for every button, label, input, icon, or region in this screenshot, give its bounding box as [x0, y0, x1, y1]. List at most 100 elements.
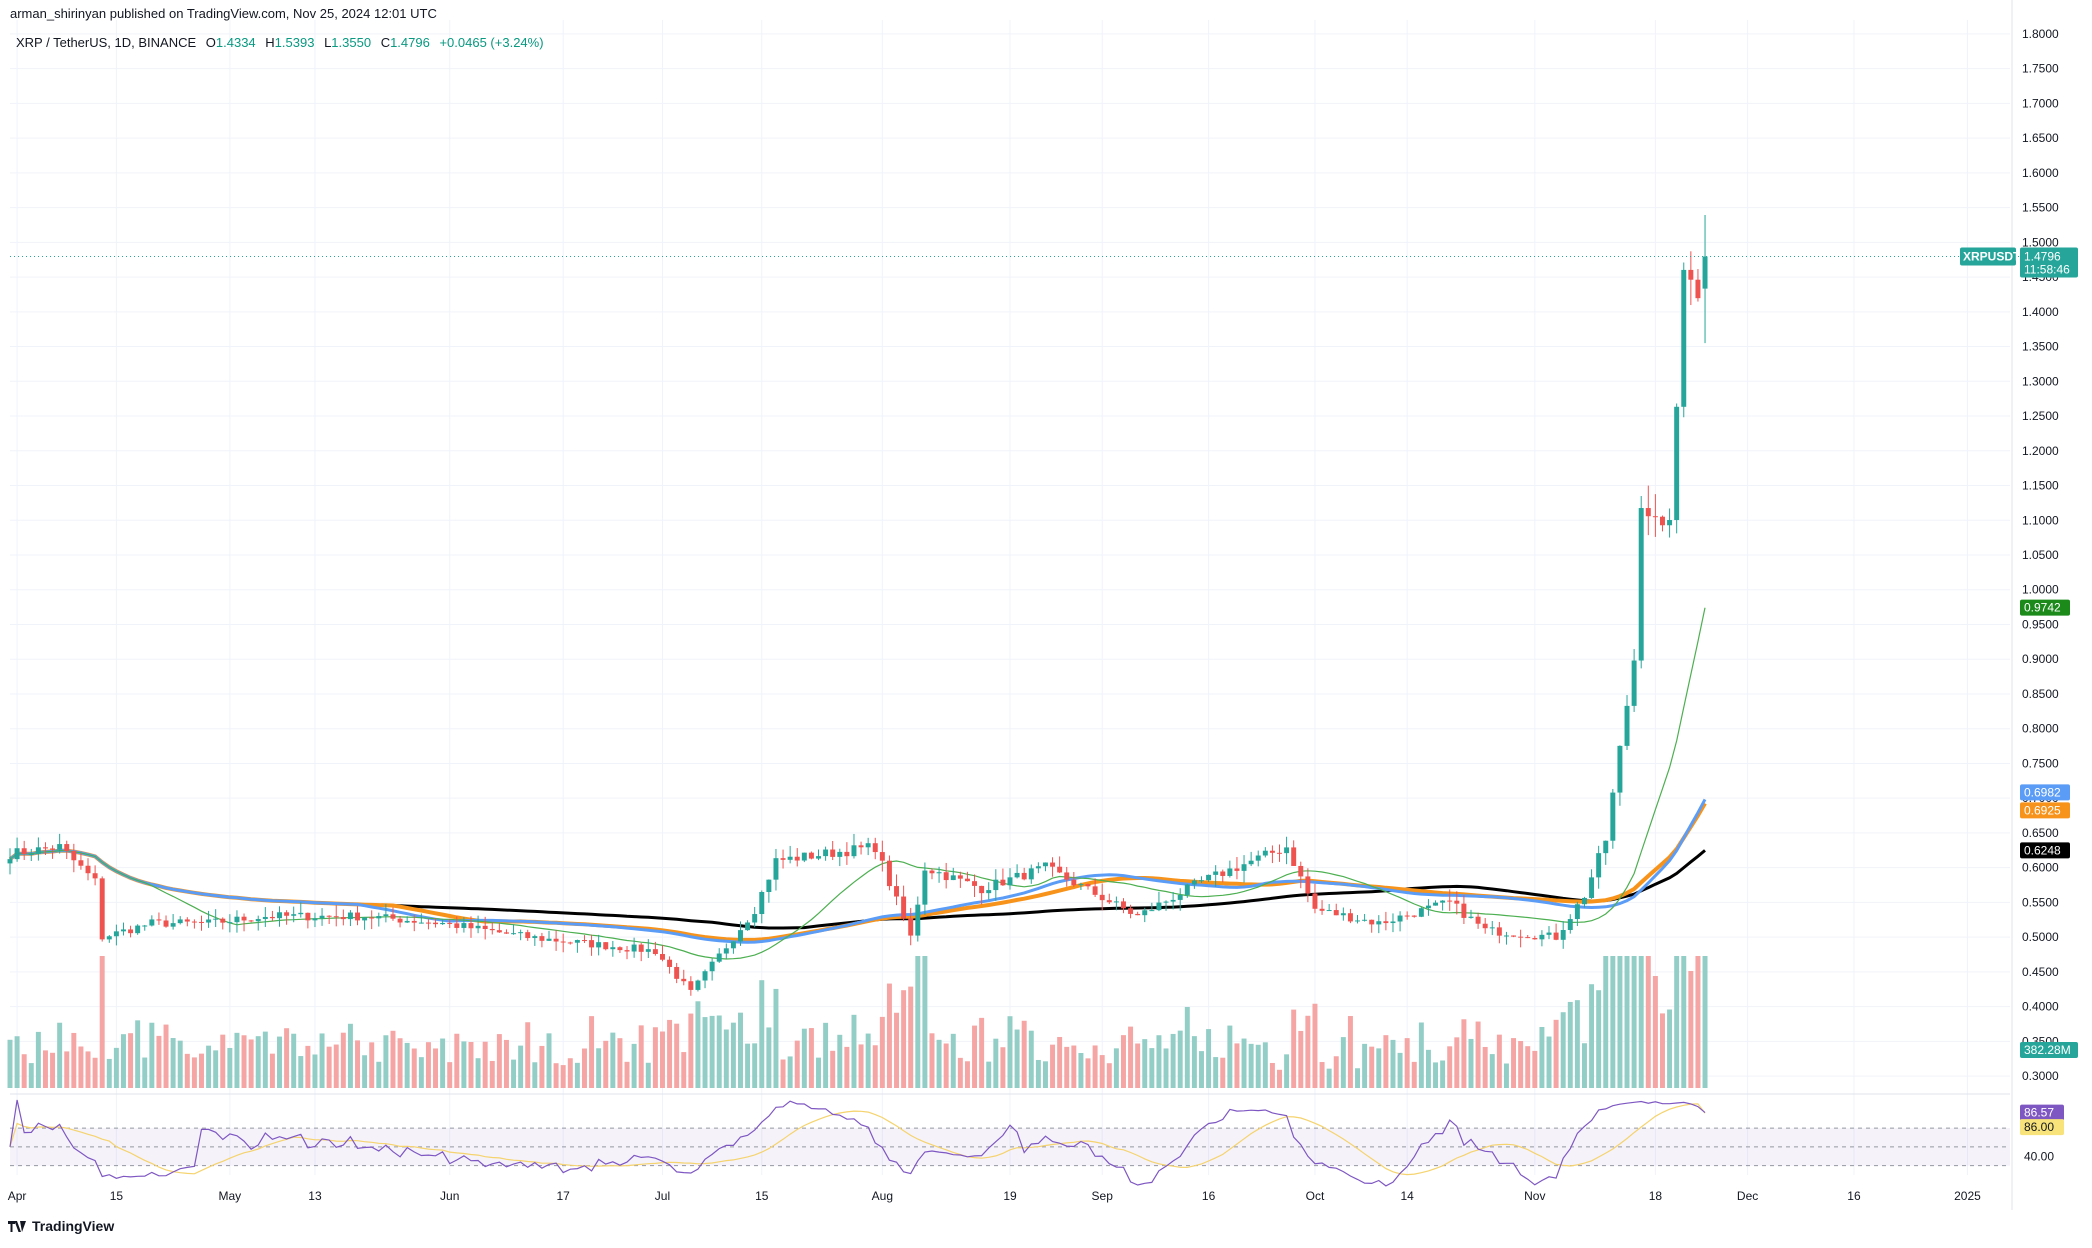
volume-bar [404, 1042, 410, 1088]
candle-body [1177, 894, 1183, 900]
candle-body [681, 978, 687, 982]
candle-body [1596, 853, 1602, 878]
candle-body [794, 856, 800, 861]
candle-body [567, 942, 573, 944]
candle-body [1035, 866, 1041, 869]
volume-bar [1638, 956, 1644, 1088]
candle-body [284, 912, 290, 916]
candle-body [1050, 862, 1056, 867]
candle-body [1234, 868, 1240, 871]
candle-body [844, 851, 850, 857]
tradingview-logo-icon [8, 1220, 26, 1232]
candle-body [1511, 935, 1517, 937]
candle-body [1333, 910, 1339, 916]
price-tag-text: 1.4796 [2024, 250, 2061, 264]
low-key: L [324, 35, 332, 50]
candle-body [191, 921, 197, 923]
volume-bar [702, 1017, 708, 1088]
candle-body [21, 848, 27, 855]
volume-bar [823, 1022, 829, 1088]
price-tick-label: 0.5000 [2022, 930, 2059, 944]
volume-bar [1418, 1022, 1424, 1088]
open-value: 1.4334 [215, 35, 256, 50]
candle-body [1418, 908, 1424, 917]
candle-body [709, 961, 715, 972]
candle-body [1546, 932, 1552, 935]
volume-bar [1149, 1048, 1155, 1088]
candle-body [1581, 897, 1587, 905]
volume-bar [908, 986, 914, 1088]
volume-bar [1305, 1015, 1311, 1088]
candle-body [1255, 855, 1261, 861]
grid [10, 20, 2010, 1175]
price-tick-label: 1.2500 [2022, 409, 2059, 423]
candle-body [227, 922, 233, 924]
candle-body [1631, 660, 1637, 706]
candle-body [362, 917, 368, 921]
candle-body [1390, 921, 1396, 924]
ma-orange-line [8, 802, 1707, 942]
symbol-title: XRP / TetherUS, 1D, BINANCE [16, 35, 197, 50]
symbol-legend: XRP / TetherUS, 1D, BINANCE O1.4334 H1.5… [16, 35, 544, 50]
candle-body [574, 940, 580, 943]
volume-bar [1468, 1038, 1474, 1088]
candle-body [241, 916, 247, 921]
volume-bar [1007, 1016, 1013, 1088]
volume-bar [291, 1033, 297, 1088]
rsi-tag [2020, 1104, 2064, 1121]
volume-bar [482, 1041, 488, 1088]
price-tag [2020, 247, 2078, 278]
volume-bar [730, 1022, 736, 1088]
candle-body [447, 922, 453, 924]
candle-body [234, 916, 240, 923]
tradingview-logo[interactable]: TradingView [8, 1218, 114, 1234]
time-tick-label: Jul [655, 1189, 670, 1203]
candle-body [979, 885, 985, 894]
volume-bar [1312, 1003, 1318, 1088]
candle-body [1674, 406, 1680, 521]
volume-bar [433, 1048, 439, 1088]
candle-body [503, 932, 509, 934]
candle-body [894, 886, 900, 897]
candle-body [780, 858, 786, 860]
candle-body [277, 912, 282, 919]
candle-body [702, 971, 708, 981]
volume-bar [546, 1033, 552, 1088]
candle-body [1319, 908, 1325, 911]
change-value: +0.0465 (+3.24%) [439, 35, 544, 50]
volume-bar [688, 1013, 694, 1088]
volume-bar [660, 1031, 665, 1088]
volume-bar [667, 1019, 673, 1088]
moving-averages [8, 607, 1707, 960]
volume-bar [539, 1045, 545, 1088]
close-key: C [380, 35, 391, 50]
candle-body [454, 923, 460, 928]
volume-bar [347, 1023, 353, 1088]
volume-bar [801, 1028, 807, 1088]
candle-body [1574, 904, 1580, 920]
candle-body [1191, 880, 1197, 885]
candle-body [28, 853, 34, 855]
volume-bar [50, 1052, 56, 1088]
price-tick-label: 0.5500 [2022, 895, 2059, 909]
volume-bar [645, 1062, 651, 1088]
time-tick-label: 2025 [1954, 1189, 1981, 1203]
volume-bar [213, 1050, 219, 1088]
candle-body [1589, 877, 1595, 898]
volume-bar [1234, 1043, 1240, 1088]
candle-body [957, 875, 963, 879]
candle-body [1645, 508, 1651, 517]
candle-body [326, 915, 332, 917]
volume-bar [1617, 956, 1623, 1088]
volume-bar [886, 983, 892, 1088]
candle-body [816, 856, 821, 859]
candle-body [1475, 916, 1481, 924]
volume-bars [7, 956, 1708, 1088]
candle-body [1376, 921, 1382, 925]
candle-body [305, 912, 311, 921]
candle-body [1532, 937, 1538, 940]
volume-bar [163, 1024, 169, 1088]
ma-tag-text: 0.9742 [2024, 601, 2061, 615]
